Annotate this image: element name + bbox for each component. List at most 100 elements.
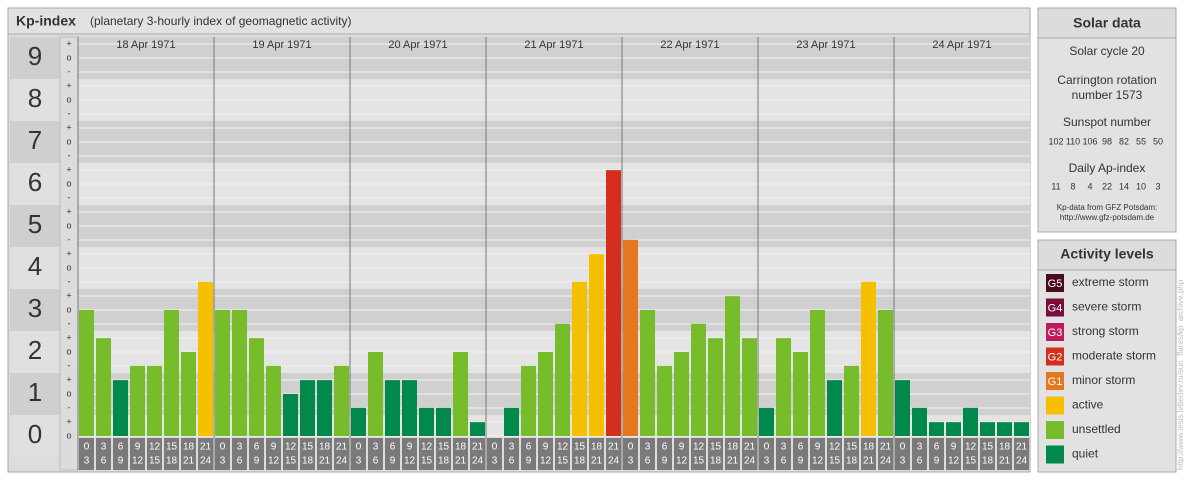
solar-value: 98 [1102, 136, 1112, 146]
bar [640, 310, 655, 436]
hour-label-bg [691, 438, 706, 470]
sub-tick-label: + [66, 122, 71, 132]
hour-label: 3 [237, 442, 243, 453]
level-label: strong storm [1072, 324, 1139, 338]
hour-label: 9 [390, 456, 396, 467]
hour-label: 12 [557, 442, 569, 453]
hour-label: 0 [900, 442, 906, 453]
hour-label-bg [708, 438, 723, 470]
hour-label: 9 [934, 456, 940, 467]
day-label: 22 Apr 1971 [660, 39, 719, 51]
hour-label: 3 [645, 442, 651, 453]
hour-label: 6 [390, 442, 396, 453]
panel-title: Solar data [1073, 15, 1141, 31]
hour-label: 6 [101, 456, 107, 467]
hour-label-bg [147, 438, 162, 470]
hour-label: 12 [676, 456, 688, 467]
hour-label: 3 [917, 442, 923, 453]
side-url: http://www.tesis.lebedev.ru/sun_flares/k… [1176, 279, 1184, 470]
hour-label: 18 [438, 456, 450, 467]
panel-title: Activity levels [1060, 246, 1154, 262]
hour-label: 9 [254, 456, 260, 467]
solar-value: 102 [1048, 136, 1063, 146]
solar-value: 106 [1082, 136, 1097, 146]
hour-label: 18 [727, 442, 739, 453]
hour-label: 6 [934, 442, 940, 453]
hour-label-bg [419, 438, 434, 470]
sub-tick-label: + [66, 206, 71, 216]
hour-label: 15 [574, 442, 586, 453]
hour-label-bg [759, 438, 774, 470]
hour-label: 12 [132, 456, 144, 467]
hour-label: 15 [965, 456, 977, 467]
hour-label: 24 [744, 456, 756, 467]
hour-label-bg [385, 438, 400, 470]
solar-value: 3 [1155, 181, 1160, 191]
hour-label-bg [895, 438, 910, 470]
level-swatch [1046, 298, 1064, 317]
level-badge: G5 [1048, 278, 1063, 290]
y-tick-label: 0 [28, 419, 42, 449]
y-tick-label: 3 [28, 293, 42, 323]
hour-label: 12 [421, 442, 433, 453]
y-tick-label: 5 [28, 209, 42, 239]
level-label: extreme storm [1072, 275, 1149, 289]
level-swatch [1046, 396, 1064, 415]
hour-label-bg [402, 438, 417, 470]
solar-text: Carrington rotation [1057, 73, 1156, 87]
hour-label: 9 [679, 442, 685, 453]
sub-tick-label: o [66, 136, 71, 146]
hour-label: 9 [271, 442, 277, 453]
bar [504, 407, 519, 436]
hour-label-bg [657, 438, 672, 470]
solar-value: 110 [1066, 136, 1080, 146]
levels-header [1037, 239, 1177, 271]
sub-tick-label: + [66, 332, 71, 342]
bar [419, 407, 434, 436]
day-label: 23 Apr 1971 [796, 39, 855, 51]
bar [759, 407, 774, 436]
hour-label: 21 [183, 456, 195, 467]
bar [130, 365, 145, 436]
day-label: 20 Apr 1971 [388, 39, 447, 51]
hour-label-bg [198, 438, 213, 470]
hour-label-bg [606, 438, 621, 470]
hour-label: 15 [302, 442, 314, 453]
hour-label: 18 [846, 456, 858, 467]
hour-label: 18 [982, 456, 994, 467]
hour-label: 18 [183, 442, 195, 453]
hour-label: 21 [472, 442, 484, 453]
hour-label: 12 [404, 456, 416, 467]
hour-label: 6 [118, 442, 124, 453]
bar [980, 422, 995, 436]
hour-label: 6 [662, 442, 668, 453]
y-tick-label: 9 [28, 41, 42, 71]
level-badge: G1 [1048, 376, 1063, 388]
hour-label: 18 [710, 456, 722, 467]
hour-label-bg [79, 438, 94, 470]
hour-label-bg [368, 438, 383, 470]
hour-label: 3 [900, 456, 906, 467]
solar-value: 10 [1136, 181, 1146, 191]
hour-label: 18 [574, 456, 586, 467]
level-label: minor storm [1072, 373, 1135, 387]
hour-label: 12 [285, 442, 297, 453]
solar-text: http://www.gfz-potsdam.de [1060, 213, 1155, 222]
hour-label: 24 [1016, 456, 1028, 467]
sub-tick-label: - [68, 66, 71, 76]
hour-label: 24 [608, 456, 620, 467]
bar [946, 422, 961, 436]
hour-label: 21 [200, 442, 212, 453]
hour-label: 6 [526, 442, 532, 453]
hour-label-bg [742, 438, 757, 470]
bar [402, 380, 417, 436]
hour-label: 9 [951, 442, 957, 453]
hour-label: 24 [200, 456, 212, 467]
hour-label: 3 [781, 442, 787, 453]
bar [1014, 422, 1029, 436]
bar [164, 310, 179, 436]
bar [147, 365, 162, 436]
bar [572, 281, 587, 436]
sub-tick-label: o [66, 178, 71, 188]
y-tick-label: 8 [28, 83, 42, 113]
